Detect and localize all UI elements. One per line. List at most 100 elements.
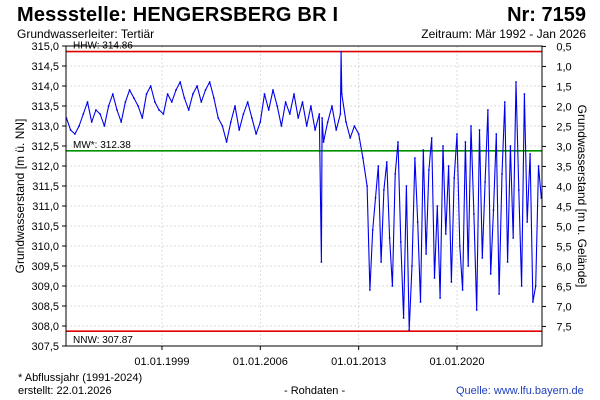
data-point xyxy=(492,209,495,211)
data-point xyxy=(255,133,257,135)
data-point xyxy=(246,101,249,103)
data-point xyxy=(310,105,312,107)
data-point xyxy=(353,125,356,127)
data-point xyxy=(95,109,97,111)
y2-axis-ticks: 0,5 1,0 1,5 2,0 2,5 3,0 3,5 4,0 4,5 5,0 5,5 6,0 6,5 7… xyxy=(542,41,572,333)
data-point xyxy=(458,245,461,247)
data-point xyxy=(321,117,323,119)
data-point xyxy=(179,81,182,83)
y-tick-label: 310,0 xyxy=(31,241,59,253)
data-point xyxy=(251,117,253,119)
data-point xyxy=(145,93,148,95)
reference-label-mean: MW*: 312.38 xyxy=(73,140,131,151)
data-point xyxy=(495,133,498,135)
data-point xyxy=(217,117,220,119)
data-point xyxy=(120,121,123,123)
groundwater-series-line xyxy=(65,51,542,331)
data-point xyxy=(498,293,500,295)
y-tick-label: 310,5 xyxy=(31,221,59,233)
data-point xyxy=(133,97,135,99)
data-point xyxy=(221,125,224,127)
data-point xyxy=(78,125,80,127)
data-point xyxy=(526,221,529,223)
data-point xyxy=(388,237,391,239)
data-point xyxy=(453,177,456,179)
data-point xyxy=(242,113,245,115)
data-point xyxy=(124,101,127,103)
y-tick-label: 314,5 xyxy=(31,61,59,73)
data-point xyxy=(128,89,131,91)
y-tick-label: 311,5 xyxy=(32,181,59,193)
data-point xyxy=(529,153,531,155)
y2-tick-label: 1,5 xyxy=(556,81,571,93)
plot-frame xyxy=(65,45,543,347)
y-tick-label: 311,0 xyxy=(32,201,59,213)
chart-grid xyxy=(66,45,542,347)
data-point xyxy=(326,121,329,123)
data-point xyxy=(422,149,425,151)
y-tick-label: 312,0 xyxy=(31,161,59,173)
data-point xyxy=(208,81,211,83)
y2-tick-label: 7,0 xyxy=(556,301,571,313)
y2-tick-label: 6,0 xyxy=(556,261,571,273)
y2-tick-label: 1,0 xyxy=(556,61,571,73)
y2-tick-label: 5,5 xyxy=(556,241,571,253)
data-point xyxy=(82,113,85,115)
data-point xyxy=(267,109,270,111)
data-point xyxy=(484,181,486,183)
data-point xyxy=(532,301,534,303)
data-point xyxy=(297,117,300,119)
data-point xyxy=(86,101,89,103)
data-point xyxy=(280,125,283,127)
data-point xyxy=(385,161,388,163)
data-point xyxy=(331,105,333,107)
data-point xyxy=(411,265,413,267)
y2-tick-label: 4,5 xyxy=(556,201,571,213)
data-point xyxy=(475,309,478,311)
data-point xyxy=(187,109,190,111)
data-point xyxy=(162,113,165,115)
data-point xyxy=(425,253,427,255)
data-point xyxy=(362,157,364,159)
y-tick-label: 308,0 xyxy=(31,321,59,333)
data-point xyxy=(399,241,402,243)
data-point xyxy=(137,105,140,107)
data-point xyxy=(284,101,287,103)
source-link[interactable]: Quelle: www.lfu.bayern.de xyxy=(456,385,584,397)
data-point xyxy=(90,121,93,123)
data-point xyxy=(447,165,450,167)
data-point xyxy=(305,125,308,127)
data-point xyxy=(229,121,232,123)
x-tick-label: 01.01.2020 xyxy=(429,356,484,368)
y2-tick-label: 5,0 xyxy=(556,221,571,233)
data-point xyxy=(428,169,430,171)
y-axis-ticks: 315,0 314,5 314,0 313,5 313,0 312,5 312,0 311,5… xyxy=(31,41,66,353)
data-point xyxy=(293,93,295,95)
data-point xyxy=(276,105,279,107)
y2-axis-title: Grundwasserstand [m u. Gelände] xyxy=(575,105,589,288)
data-point xyxy=(200,101,203,103)
data-point xyxy=(461,289,464,291)
data-point xyxy=(515,81,517,83)
data-point xyxy=(512,237,515,239)
data-point xyxy=(111,93,114,95)
y2-tick-label: 4,0 xyxy=(556,181,571,193)
data-point xyxy=(509,145,512,147)
data-point xyxy=(478,129,481,131)
data-point xyxy=(259,121,262,123)
y2-tick-label: 7,5 xyxy=(556,321,571,333)
data-point xyxy=(371,229,374,231)
period-label: Zeitraum: Mär 1992 - Jan 2026 xyxy=(421,27,586,41)
data-point xyxy=(349,137,352,139)
data-point xyxy=(213,97,215,99)
y-tick-label: 308,5 xyxy=(31,301,59,313)
data-point xyxy=(340,93,343,95)
data-point xyxy=(374,197,377,199)
data-point xyxy=(467,265,470,267)
data-point xyxy=(74,133,76,135)
data-point xyxy=(444,233,447,235)
x-tick-label: 01.01.1999 xyxy=(134,356,189,368)
data-point xyxy=(433,277,436,279)
